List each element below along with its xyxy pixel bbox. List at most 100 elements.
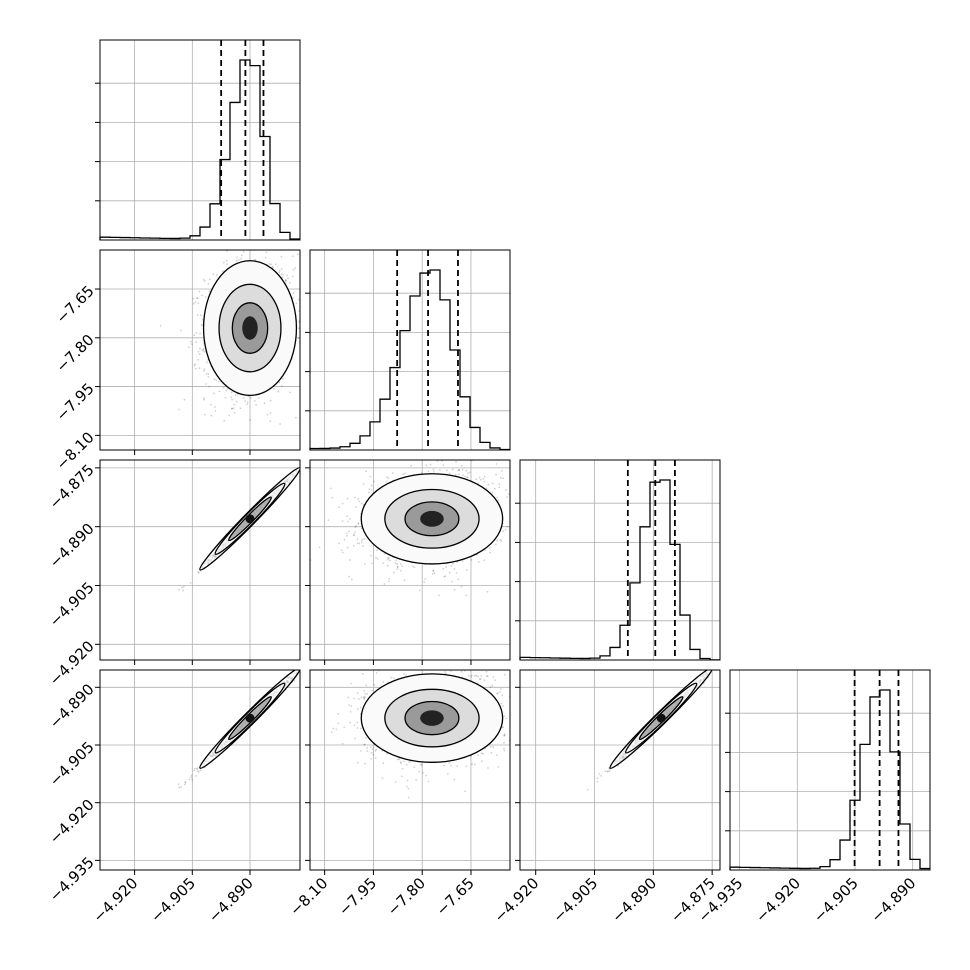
sample-point [357,498,359,500]
sample-point [305,463,307,465]
sample-point [270,263,272,266]
sample-point [353,544,355,547]
sample-point [420,472,423,474]
sample-point [246,243,248,245]
sample-point [240,254,243,257]
sample-point [458,473,460,476]
sample-point [292,292,295,294]
sample-point [371,562,373,565]
sample-point [455,460,457,463]
sample-point [286,274,288,277]
sample-point [273,387,275,390]
sample-point [301,671,303,673]
sample-point [483,480,486,483]
sample-point [465,594,468,597]
panel-frame [99,249,301,451]
sample-point [350,578,353,581]
sample-point [280,385,283,387]
sample-point [282,273,285,276]
sample-point [301,464,303,466]
sample-point [489,547,491,549]
sample-point [296,668,298,670]
sample-point [184,780,187,783]
sample-point [483,559,486,562]
sample-point [483,475,486,478]
sample-point [439,469,441,471]
sample-point [291,255,294,258]
panel-frame [99,459,301,661]
histogram-panel-p1 [305,249,511,451]
sample-point [396,568,399,571]
sample-point [195,341,197,344]
sample-point [188,346,190,349]
sample-point [461,468,464,471]
sample-point [249,396,252,399]
sample-point [199,332,201,335]
sample-point [361,538,363,541]
sample-point [432,569,435,572]
sample-point [262,245,264,247]
sample-point [204,296,207,298]
sample-point [432,471,435,473]
sample-point [355,524,358,527]
sample-point [268,263,271,265]
sample-point [270,242,272,244]
sample-point [212,273,215,276]
sample-point [313,451,315,453]
sample-point [280,255,283,258]
sample-point [478,476,481,479]
sample-point [399,563,402,566]
sample-point [189,582,192,584]
sample-point [210,414,213,417]
sample-point [201,324,204,327]
sample-point [284,279,287,281]
sample-point [382,562,384,564]
sample-point [301,666,303,668]
sample-point [254,400,256,402]
sample-point [329,432,331,434]
sample-point [329,487,332,490]
sample-point [358,542,361,545]
sample-point [298,327,300,330]
sample-point [442,464,445,466]
sample-point [360,541,363,543]
sample-point [300,314,302,316]
sample-point [453,588,456,591]
sample-point [348,530,350,533]
sample-point [383,583,386,585]
sample-point [373,480,375,483]
sample-point [198,353,201,356]
sample-point [491,482,494,485]
sample-point [410,464,412,467]
sample-point [458,468,460,471]
sample-point [341,551,344,554]
sample-point [413,566,416,569]
sample-point [389,559,391,562]
sample-point [486,590,489,593]
sample-point [453,568,456,570]
sample-point [288,281,291,284]
sample-point [198,290,201,293]
sample-point [401,453,403,455]
sample-point [222,261,225,264]
sample-point [343,538,346,541]
sample-point [201,294,203,297]
sample-point [395,559,398,562]
sample-point [234,394,237,397]
sample-point [226,263,229,265]
sample-point [467,472,469,475]
sample-point [180,586,183,589]
sample-point [197,571,200,573]
sample-point [222,387,225,389]
sample-point [341,502,344,505]
sample-point [327,519,330,521]
sample-point [401,565,403,568]
sample-point [277,390,280,393]
sample-point [394,562,397,564]
sample-point [280,268,283,270]
sample-point [197,297,199,299]
sample-point [354,531,356,534]
sample-point [194,367,197,370]
sample-point [385,480,388,483]
